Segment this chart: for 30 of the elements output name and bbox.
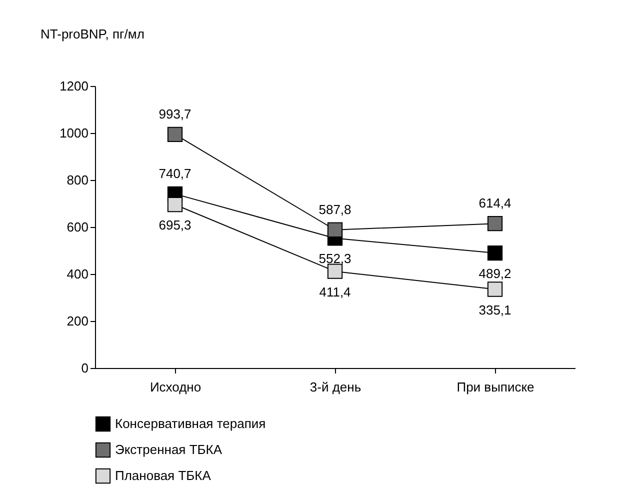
data-label: 489,2 xyxy=(478,266,512,282)
point xyxy=(167,126,183,142)
data-label: 614,4 xyxy=(478,196,512,211)
y-tick-label: 600 xyxy=(66,220,88,234)
point xyxy=(167,197,183,212)
data-label: 993,7 xyxy=(158,106,192,122)
x-tick-label: Исходно xyxy=(150,380,202,394)
point xyxy=(327,264,343,279)
legend-label: Плановая ТБКА xyxy=(115,468,212,483)
data-label: 552,3 xyxy=(318,251,352,266)
legend-label: Экстренная ТБКА xyxy=(115,442,222,457)
point xyxy=(487,282,503,297)
y-tick-label: 1000 xyxy=(60,126,88,140)
data-label: 695,3 xyxy=(158,218,192,233)
data-label: 335,1 xyxy=(478,302,512,318)
x-tick-label: 3-й день xyxy=(310,380,362,394)
point xyxy=(487,245,503,261)
y-tick-label: 200 xyxy=(66,314,88,328)
y-axis-title: NT-proBNP, пг/мл xyxy=(40,26,144,42)
y-tick-label: 800 xyxy=(66,172,88,188)
point xyxy=(487,216,503,232)
x-tick-label: При выписке xyxy=(456,380,534,394)
legend-label: Консервативная терапия xyxy=(115,416,266,431)
point xyxy=(327,222,343,238)
data-label: 740,7 xyxy=(158,166,192,181)
y-tick-label: 0 xyxy=(81,360,88,376)
y-tick-label: 1200 xyxy=(60,78,88,94)
data-label: 411,4 xyxy=(319,284,351,300)
y-tick-label: 400 xyxy=(66,266,88,282)
data-label: 587,8 xyxy=(318,202,352,217)
